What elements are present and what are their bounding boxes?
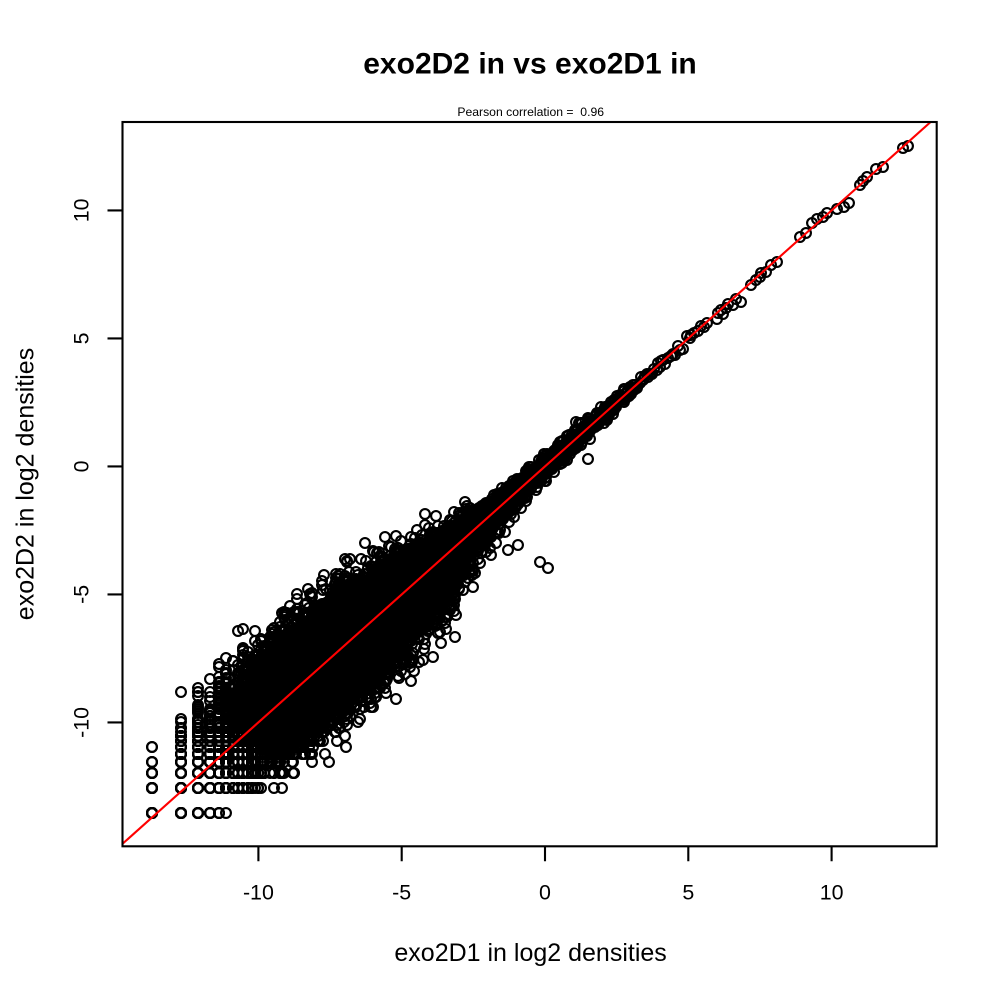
svg-text:exo2D2 in log2 densities: exo2D2 in log2 densities	[12, 348, 40, 620]
svg-text:10: 10	[820, 881, 844, 905]
svg-text:exo2D2 in vs exo2D1 in: exo2D2 in vs exo2D1 in	[363, 48, 697, 81]
svg-text:10: 10	[70, 198, 94, 222]
svg-text:5: 5	[70, 332, 94, 344]
svg-text:-5: -5	[70, 585, 94, 604]
svg-text:exo2D1 in log2 densities: exo2D1 in log2 densities	[394, 939, 666, 967]
svg-text:5: 5	[682, 881, 694, 905]
svg-text:0: 0	[539, 881, 551, 905]
svg-text:-5: -5	[392, 881, 411, 905]
svg-text:0: 0	[70, 460, 94, 472]
svg-text:-10: -10	[70, 707, 94, 738]
svg-text:-10: -10	[243, 881, 274, 905]
svg-text:Pearson correlation = 0.96: Pearson correlation = 0.96	[457, 105, 604, 119]
